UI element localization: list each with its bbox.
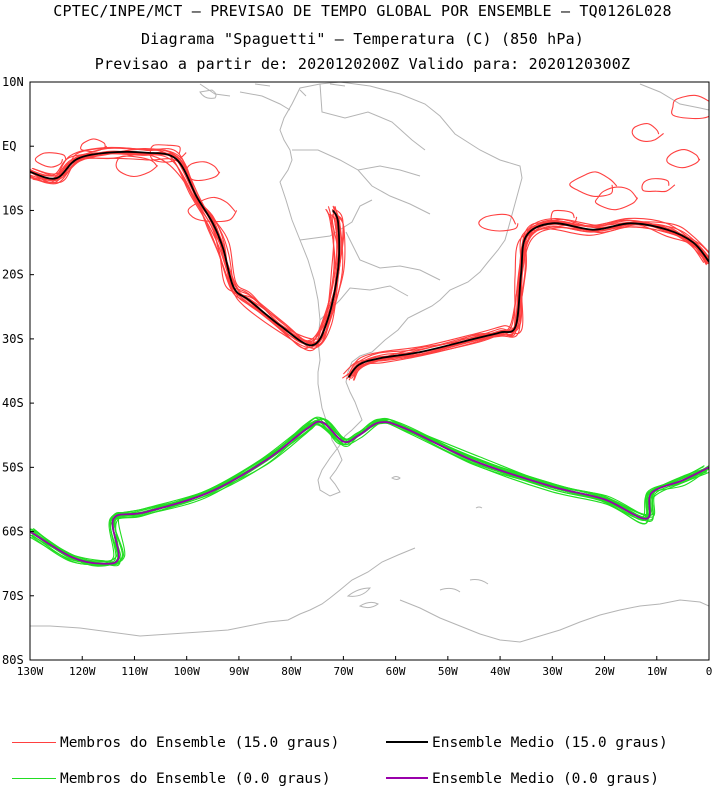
ensemble-member-line [25,152,335,348]
ensemble-member-line [31,419,709,562]
ensemble-member-line [28,153,338,343]
lon-tick-label: 10W [647,665,667,678]
legend-label-members-15: Membros do Ensemble (15.0 graus) [60,735,339,751]
plot-frame [30,82,709,660]
ensemble-member-line [35,153,66,167]
lon-tick-label: 70W [333,665,353,678]
ensemble-member-line [28,152,334,351]
legend-members-0: Membros do Ensemble (0.0 graus) [12,771,331,787]
ensemble-member-line [34,418,715,563]
ensemble-member-line [31,421,708,563]
legend-label-mean-0: Ensemble Medio (0.0 graus) [432,771,659,787]
lon-tick-label: 20W [595,665,615,678]
members-15-group [25,95,719,380]
ensemble-member-line [570,172,617,197]
ensemble-member-line [33,418,712,565]
ensemble-member-line [28,420,703,561]
ensemble-mean-0-line [30,422,709,564]
ensemble-member-line [31,421,711,564]
ensemble-member-line [25,420,705,564]
members-0-group [25,417,715,566]
ensemble-member-line [28,418,705,564]
ensemble-member-line [595,187,637,210]
lat-tick-label: 60S [2,525,24,539]
lon-tick-label: 110W [121,665,148,678]
ensemble-member-line [186,162,220,181]
lon-tick-label: 90W [229,665,249,678]
legend-members-15: Membros do Ensemble (15.0 graus) [12,735,339,751]
ensemble-mean-15-line-eastern [349,223,709,377]
legend-mean-0: Ensemble Medio (0.0 graus) [386,771,659,787]
ensemble-member-line [32,422,710,565]
lon-tick-label: 80W [281,665,301,678]
legend-mean-15: Ensemble Medio (15.0 graus) [386,735,668,751]
lat-tick-label: 10S [2,203,24,217]
spaghetti-map: 10NEQ10S20S30S40S50S60S70S80S 130W 120W 11… [0,0,725,792]
ensemble-member-line [350,218,715,372]
ensemble-member-line [632,124,663,142]
legend-swatch-mean-15 [386,741,428,743]
lon-tick-label: 50W [438,665,458,678]
lat-tick-label: 30S [2,332,24,346]
legend-swatch-mean-0 [386,777,428,779]
lat-tick-label: 40S [2,396,24,410]
lon-tick-label: 30W [542,665,562,678]
lat-tick-label: EQ [2,139,16,153]
legend-swatch-members-0 [12,778,56,779]
lon-tick-label: 40W [490,665,510,678]
lat-tick-label: 50S [2,460,24,474]
lon-tick-label: 0 [706,665,713,678]
ensemble-member-line [642,179,675,192]
lon-tick-label: 130W [17,665,44,678]
ensemble-member-line [31,419,713,563]
ensemble-member-line [667,150,700,168]
legend-label-members-0: Membros do Ensemble (0.0 graus) [60,771,331,787]
legend-swatch-members-15 [12,742,56,743]
ensemble-member-line [32,419,709,563]
lat-tick-label: 10N [2,75,24,89]
ensemble-member-line [479,214,518,231]
lat-tick-label: 20S [2,268,24,282]
lat-tick-label: 70S [2,589,24,603]
legend-label-mean-15: Ensemble Medio (15.0 graus) [432,735,668,751]
ensemble-member-line [32,423,707,566]
lon-tick-label: 60W [386,665,406,678]
ensemble-member-line [33,148,337,341]
ensemble-member-line [26,422,705,566]
ensemble-member-line [30,417,711,562]
lon-tick-label: 120W [69,665,96,678]
lon-axis: 130W 120W 110W 100W 90W 80W 70W 60W 50W 40W 30W 20W… [17,656,713,678]
lon-tick-label: 100W [173,665,200,678]
